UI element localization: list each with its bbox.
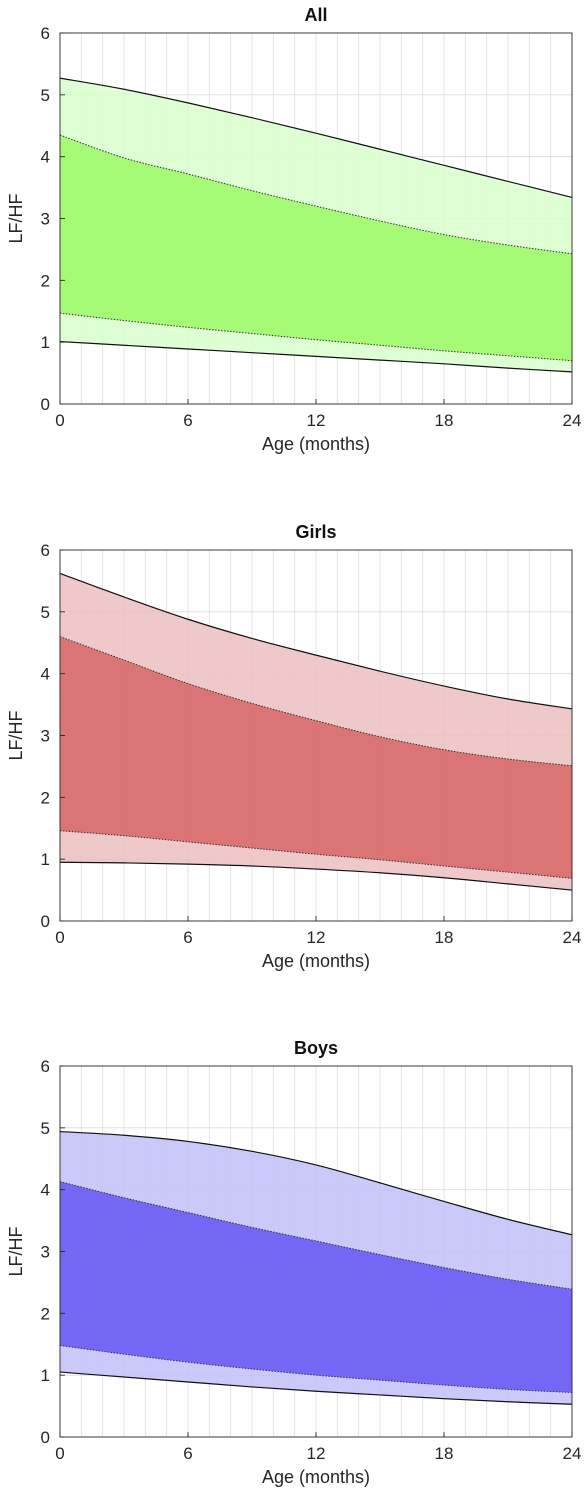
y-tick-label: 0 xyxy=(41,912,50,931)
y-tick-label: 6 xyxy=(41,24,50,43)
chart-title: All xyxy=(304,5,327,25)
x-tick-label: 18 xyxy=(435,411,454,430)
outer-lower-line xyxy=(59,340,573,373)
inner-upper-line xyxy=(59,134,573,255)
inner-band xyxy=(60,636,572,879)
outer-lower-line xyxy=(59,861,573,891)
y-axis-label: LF/HF xyxy=(6,1226,26,1276)
y-axis-label: LF/HF xyxy=(6,710,26,760)
x-tick-label: 6 xyxy=(183,928,192,947)
y-tick-label: 5 xyxy=(41,1119,50,1138)
y-tick-label: 4 xyxy=(41,148,50,167)
y-axis-label: LF/HF xyxy=(6,193,26,243)
y-tick-label: 3 xyxy=(41,1243,50,1262)
outer-upper-line xyxy=(59,572,573,710)
outer-upper-line xyxy=(59,1130,573,1236)
x-tick-label: 12 xyxy=(307,411,326,430)
x-tick-label: 0 xyxy=(55,928,64,947)
inner-upper-line xyxy=(59,1181,573,1290)
x-tick-label: 24 xyxy=(563,1444,582,1463)
y-tick-label: 3 xyxy=(41,727,50,746)
chart-title: Boys xyxy=(294,1038,338,1058)
x-tick-label: 12 xyxy=(307,1444,326,1463)
outer-lower-line xyxy=(59,1371,573,1405)
y-tick-label: 5 xyxy=(41,86,50,105)
y-tick-label: 1 xyxy=(41,850,50,869)
y-tick-label: 4 xyxy=(41,1181,50,1200)
x-tick-label: 0 xyxy=(55,1444,64,1463)
chart-title: Girls xyxy=(295,522,336,542)
inner-band xyxy=(60,1181,572,1393)
inner-band xyxy=(60,135,572,361)
y-tick-label: 0 xyxy=(41,1428,50,1447)
y-tick-label: 6 xyxy=(41,1057,50,1076)
y-tick-label: 2 xyxy=(41,1304,50,1323)
y-tick-label: 3 xyxy=(41,210,50,229)
x-tick-label: 24 xyxy=(563,411,582,430)
y-tick-label: 6 xyxy=(41,541,50,560)
y-tick-label: 1 xyxy=(41,333,50,352)
x-tick-label: 6 xyxy=(183,411,192,430)
x-axis-label: Age (months) xyxy=(262,951,370,971)
inner-upper-line xyxy=(59,636,573,767)
x-axis-label: Age (months) xyxy=(262,434,370,454)
y-tick-label: 5 xyxy=(41,603,50,622)
x-tick-label: 0 xyxy=(55,411,64,430)
y-tick-label: 2 xyxy=(41,788,50,807)
y-tick-label: 4 xyxy=(41,665,50,684)
x-tick-label: 18 xyxy=(435,928,454,947)
x-tick-label: 24 xyxy=(563,928,582,947)
x-axis-label: Age (months) xyxy=(262,1467,370,1487)
y-tick-label: 2 xyxy=(41,271,50,290)
y-tick-label: 0 xyxy=(41,395,50,414)
outer-upper-line xyxy=(59,77,573,199)
y-tick-label: 1 xyxy=(41,1366,50,1385)
x-tick-label: 18 xyxy=(435,1444,454,1463)
x-tick-label: 6 xyxy=(183,1444,192,1463)
x-tick-label: 12 xyxy=(307,928,326,947)
